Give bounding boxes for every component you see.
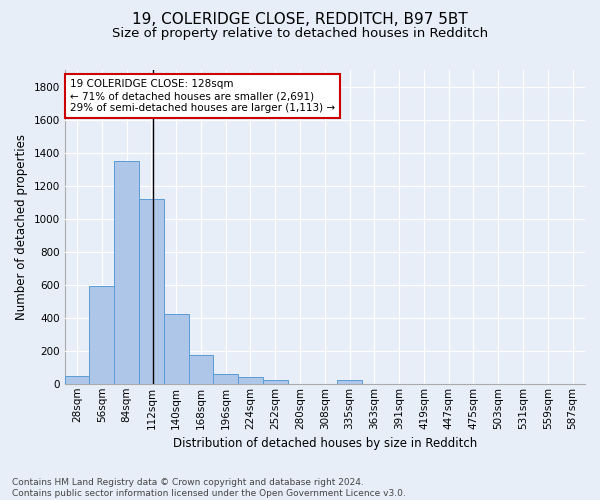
Bar [263, 380, 287, 384]
Bar [164, 314, 188, 384]
Text: Size of property relative to detached houses in Redditch: Size of property relative to detached ho… [112, 28, 488, 40]
Bar [238, 377, 263, 384]
Bar [188, 355, 214, 384]
Bar [139, 199, 164, 384]
Bar [65, 376, 89, 384]
Bar [337, 380, 362, 384]
Y-axis label: Number of detached properties: Number of detached properties [15, 134, 28, 320]
X-axis label: Distribution of detached houses by size in Redditch: Distribution of detached houses by size … [173, 437, 477, 450]
Text: 19 COLERIDGE CLOSE: 128sqm
← 71% of detached houses are smaller (2,691)
29% of s: 19 COLERIDGE CLOSE: 128sqm ← 71% of deta… [70, 80, 335, 112]
Bar [114, 161, 139, 384]
Text: Contains HM Land Registry data © Crown copyright and database right 2024.
Contai: Contains HM Land Registry data © Crown c… [12, 478, 406, 498]
Bar [89, 286, 114, 384]
Text: 19, COLERIDGE CLOSE, REDDITCH, B97 5BT: 19, COLERIDGE CLOSE, REDDITCH, B97 5BT [132, 12, 468, 28]
Bar [214, 374, 238, 384]
